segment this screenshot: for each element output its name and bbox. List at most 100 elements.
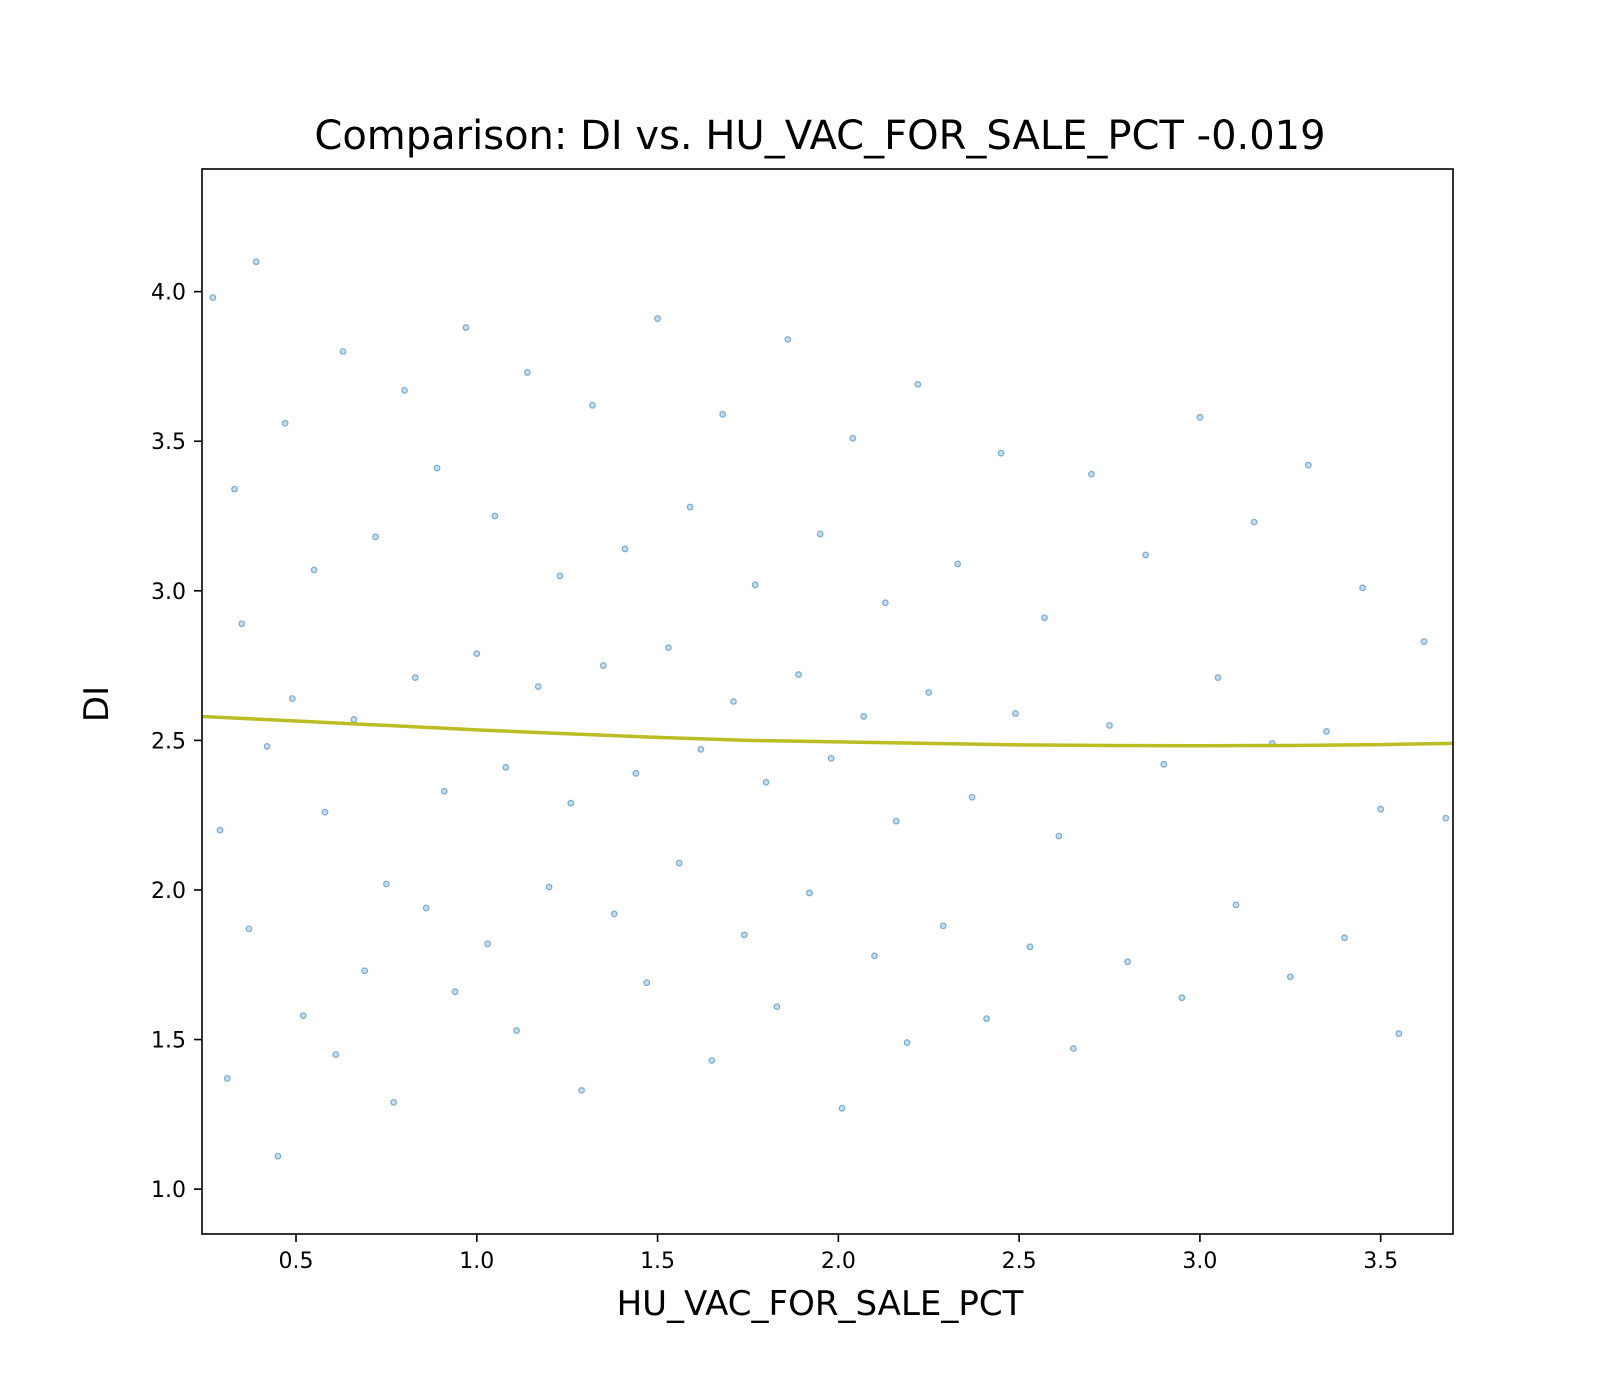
x-tick-label: 2.5 [1002,1249,1037,1274]
scatter-point [643,979,651,987]
scatter-point [719,410,727,418]
scatter-point [209,294,217,302]
scatter-point [903,1039,911,1046]
scatter-point [1055,832,1063,840]
scatter-point [939,922,947,930]
scatter-point [534,683,542,690]
scatter-point [1232,901,1240,909]
scatter-point [795,671,802,678]
scatter-point [632,769,640,777]
scatter-point [697,745,705,753]
scatter-point [892,817,900,825]
scatter-point [1395,1030,1403,1037]
scatter-point [545,883,553,891]
scatter-point [1323,728,1330,735]
scatter-point [401,386,408,394]
scatter-point [740,931,748,939]
scatter-point [954,560,962,568]
scatter-point [925,689,933,696]
scatter-point [567,799,575,807]
scatter-point [1214,674,1222,681]
scatter-point [310,566,318,574]
scatter-point [339,348,347,355]
x-tick-label: 1.5 [640,1249,675,1274]
scatter-point [784,336,792,343]
scatter-point [708,1057,716,1064]
scatter-point [223,1075,231,1082]
scatter-point [556,572,564,580]
scatter-point [968,793,976,801]
scatter-point [411,674,419,681]
scatter-point [1341,934,1348,942]
scatter-point [751,581,759,589]
scatter-point [422,904,430,912]
scatter-point [914,380,922,388]
trend-line [202,714,1453,748]
scatter-point [1286,973,1294,981]
scatter-point [390,1098,398,1106]
scatter-point [1160,760,1168,768]
scatter-point [1088,470,1095,478]
scatter-point [1012,710,1019,717]
y-tick-label: 2.0 [151,879,186,904]
y-tick-label: 1.0 [151,1178,186,1203]
scatter-point [773,1003,781,1011]
scatter-point [231,485,238,493]
scatter-point [1124,958,1131,966]
scatter-point [1106,722,1113,729]
scatter-points [209,258,1450,1160]
scatter-point [372,533,379,541]
scatter-point [578,1086,586,1094]
x-tick-label: 3.0 [1182,1249,1217,1274]
scatter-point [524,369,531,376]
scatter-point [997,449,1005,457]
y-tick-label: 4.0 [151,281,186,306]
plot-background [202,169,1453,1234]
scatter-point [621,545,629,553]
scatter-point [1377,805,1385,813]
scatter-point [332,1051,340,1058]
scatter-point [484,940,492,948]
scatter-point [730,698,737,705]
scatter-point [654,315,661,322]
scatter-point [274,1152,282,1160]
scatter-point [983,1015,990,1023]
scatter-point [871,952,878,960]
plot-frame [201,168,1454,1235]
y-tick-label: 1.5 [151,1029,186,1054]
scatter-point [1442,814,1450,822]
scatter-point [462,324,470,331]
scatter-point [513,1027,520,1034]
scatter-point [281,419,289,427]
scatter-point [502,763,510,771]
scatter-point [451,988,459,996]
scatter-point [361,967,369,975]
y-axis: 1.0 1.5 2.0 2.5 3.0 3.5 4.0 [151,281,202,1203]
scatter-point [263,742,271,750]
scatter-point [299,1012,307,1020]
y-tick-label: 3.5 [151,430,186,455]
scatter-point [216,826,224,834]
scatter-point [849,434,857,442]
scatter-point [433,464,441,472]
scatter-point [610,910,618,918]
y-axis-label: DI [77,686,117,722]
y-tick-label: 2.5 [151,729,186,754]
scatter-point [827,754,835,762]
x-tick-label: 1.0 [459,1249,494,1274]
scatter-point [675,859,683,867]
scatter-point [599,662,607,669]
scatter-point [665,644,672,652]
scatter-point [1069,1045,1077,1052]
x-tick-label: 0.5 [279,1249,314,1274]
scatter-point [1041,614,1048,622]
scatter-point [245,925,253,933]
scatter-point [881,599,889,607]
scatter-point [762,778,770,786]
scatter-point [252,258,260,266]
chart-title: Comparison: DI vs. HU_VAC_FOR_SALE_PCT -… [314,113,1325,159]
scatter-point [1250,518,1258,526]
scatter-point [1359,584,1367,592]
scatter-point [491,512,499,520]
